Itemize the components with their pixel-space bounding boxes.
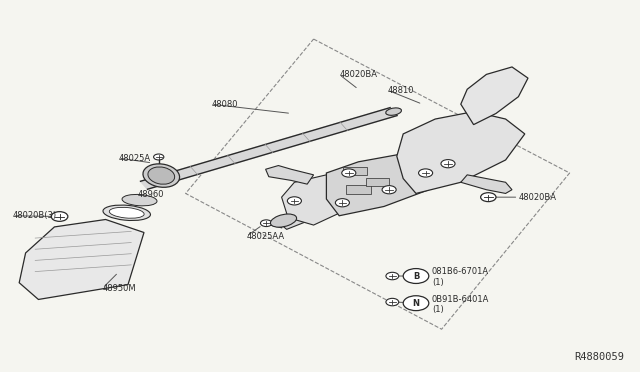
Ellipse shape	[386, 108, 401, 115]
Ellipse shape	[103, 205, 150, 221]
Circle shape	[260, 220, 272, 227]
Text: 0B91B-6401A
(1): 0B91B-6401A (1)	[432, 295, 490, 314]
Polygon shape	[461, 175, 512, 193]
Text: 48025A: 48025A	[118, 154, 150, 163]
Circle shape	[386, 272, 399, 280]
Text: 48020BA: 48020BA	[518, 193, 556, 202]
Ellipse shape	[148, 167, 175, 184]
Text: 48950M: 48950M	[102, 284, 136, 293]
Polygon shape	[282, 175, 349, 225]
Circle shape	[386, 298, 399, 306]
Circle shape	[419, 169, 433, 177]
Text: 48025AA: 48025AA	[246, 232, 285, 241]
Polygon shape	[19, 219, 144, 299]
Text: B: B	[413, 272, 419, 280]
Circle shape	[335, 199, 349, 207]
Polygon shape	[276, 129, 517, 230]
Circle shape	[403, 296, 429, 311]
Text: 48810: 48810	[387, 86, 413, 94]
Text: 48020BA: 48020BA	[339, 70, 377, 79]
Text: 48960: 48960	[138, 190, 164, 199]
Ellipse shape	[122, 195, 157, 206]
Polygon shape	[326, 153, 435, 216]
Polygon shape	[266, 166, 314, 184]
Circle shape	[154, 154, 164, 160]
Circle shape	[403, 269, 429, 283]
Text: 48080: 48080	[211, 100, 237, 109]
Ellipse shape	[109, 207, 144, 218]
Circle shape	[51, 212, 68, 221]
Text: 081B6-6701A
(1): 081B6-6701A (1)	[432, 267, 489, 287]
Text: 48020B(3): 48020B(3)	[13, 211, 57, 220]
Ellipse shape	[271, 214, 296, 227]
Polygon shape	[141, 108, 397, 189]
Circle shape	[481, 193, 496, 202]
Polygon shape	[366, 178, 388, 186]
Polygon shape	[461, 67, 528, 125]
Polygon shape	[397, 112, 525, 193]
Text: R4880059: R4880059	[574, 352, 624, 362]
Polygon shape	[343, 167, 367, 175]
Circle shape	[441, 160, 455, 168]
Text: N: N	[413, 299, 419, 308]
Circle shape	[287, 197, 301, 205]
Ellipse shape	[143, 164, 180, 187]
Polygon shape	[346, 185, 371, 194]
Circle shape	[342, 169, 356, 177]
Circle shape	[382, 186, 396, 194]
